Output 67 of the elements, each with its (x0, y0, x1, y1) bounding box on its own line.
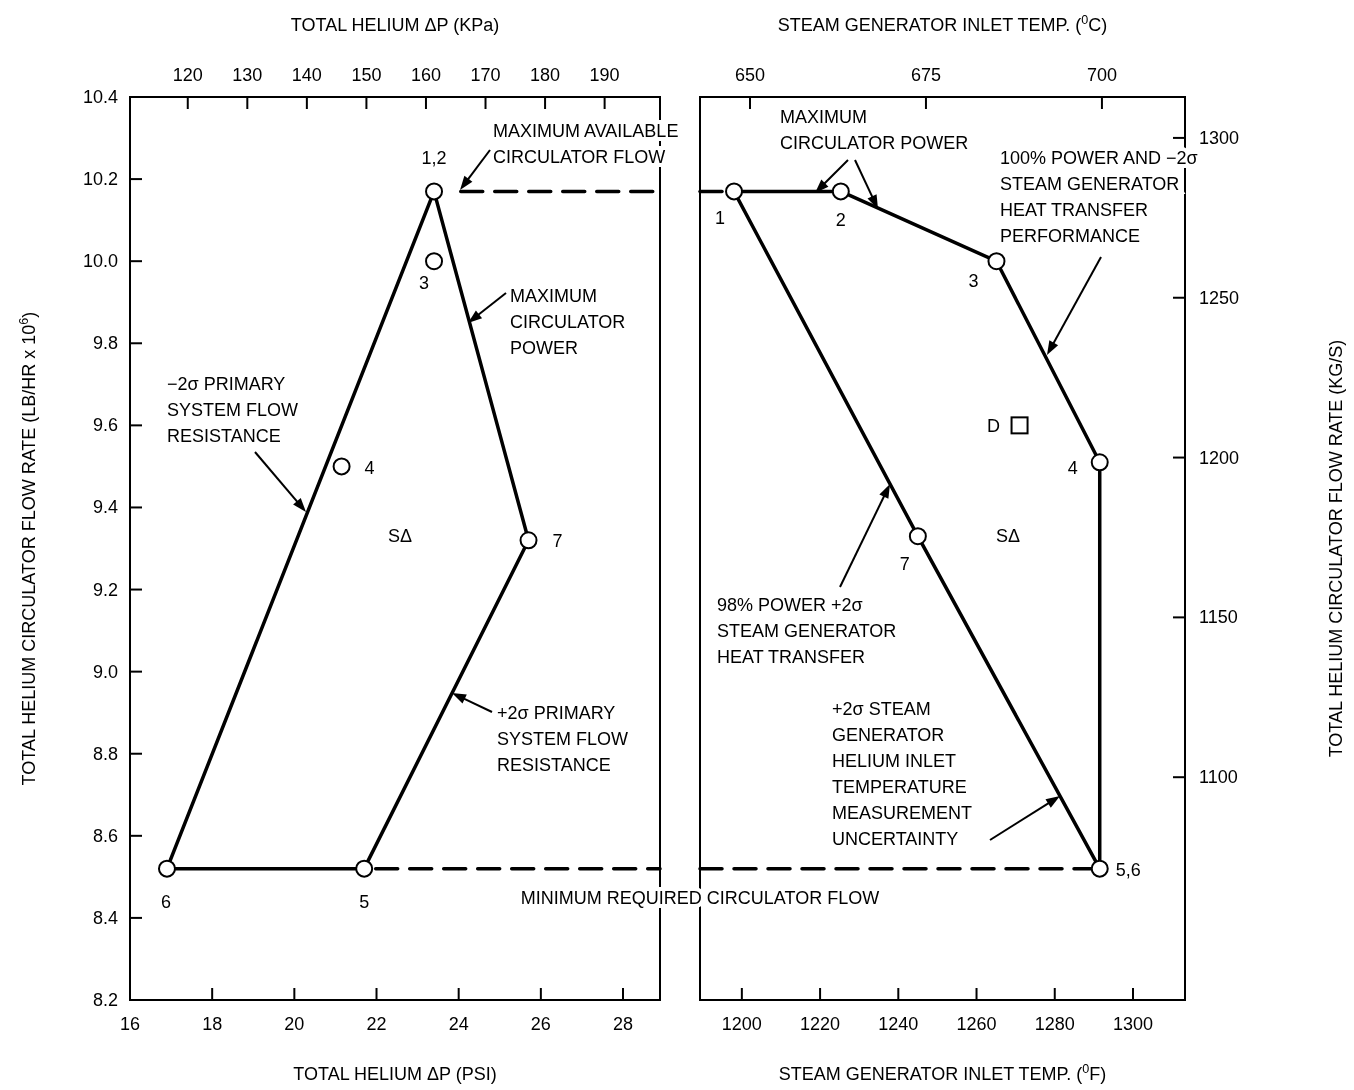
annotation: MAXIMUM CIRCULATOR POWER (510, 286, 626, 358)
y-tick-label: 8.6 (92, 825, 118, 846)
y-tick-label: 9.8 (92, 333, 118, 354)
annotation: +2σ STEAM GENERATOR HELIUM INLET TEMPERATURE MEASUREMENT UNCERTAINTY (832, 699, 973, 849)
y-tick-label: 10.2 (82, 169, 118, 190)
x2-tick-label: 150 (351, 65, 382, 85)
annotation: MAXIMUM CIRCULATOR POWER (780, 107, 969, 153)
x2-tick-label: 130 (232, 65, 263, 85)
y2-tick-label: 1100 (1199, 767, 1238, 788)
x-tick-label: 18 (202, 1014, 223, 1034)
y2-tick-label: 1250 (1199, 287, 1240, 308)
x2-tick-label: 700 (1086, 65, 1117, 85)
x2-tick-label: 120 (172, 65, 203, 85)
annotation: −2σ PRIMARY SYSTEM FLOW RESISTANCE (167, 374, 299, 446)
x-tick-label: 28 (613, 1014, 634, 1034)
annotation: 5,6 (1115, 859, 1141, 880)
annotation: 4 (364, 458, 375, 479)
annotation: 7 (552, 531, 563, 552)
annotation: SΔ (387, 526, 413, 546)
x-tick-label: 1260 (956, 1014, 997, 1034)
x-tick-label: 20 (284, 1014, 305, 1034)
x2-tick-label: 190 (589, 65, 620, 85)
x2-tick-label: 675 (910, 65, 941, 85)
x-axis-title: TOTAL HELIUM ΔP (PSI) (293, 1064, 497, 1084)
y-tick-label: 9.0 (92, 661, 118, 682)
y-tick-label: 8.8 (92, 743, 118, 764)
annotation: +2σ PRIMARY SYSTEM FLOW RESISTANCE (497, 703, 629, 775)
y2-tick-label: 1200 (1199, 447, 1240, 468)
x2-tick-label: 180 (530, 65, 561, 85)
annotation: SΔ (995, 526, 1021, 546)
x2-axis-title: STEAM GENERATOR INLET TEMP. ($^{0}$C) (777, 13, 1108, 35)
y-tick-label: 9.4 (92, 497, 118, 518)
annotation: 3 (968, 271, 979, 292)
x-tick-label: 24 (448, 1014, 469, 1034)
y-tick-label: 10.0 (82, 251, 118, 272)
x2-tick-label: 650 (734, 65, 765, 85)
annotation: 3 (419, 273, 430, 294)
x2-axis-title: TOTAL HELIUM ΔP (KPa) (290, 15, 500, 35)
y-tick-label: 8.4 (92, 907, 118, 928)
y2-tick-label: 1150 (1199, 607, 1238, 628)
annotation: 98% POWER +2σ STEAM GENERATOR HEAT TRANSFER (717, 595, 897, 667)
annotation: D (987, 416, 1001, 437)
annotation: 1 (715, 208, 726, 229)
y2-axis-title: TOTAL HELIUM CIRCULATOR FLOW RATE (KG/S) (1326, 339, 1346, 758)
x2-tick-label: 160 (410, 65, 441, 85)
x-tick-label: 1240 (878, 1014, 919, 1034)
x-tick-label: 1280 (1034, 1014, 1075, 1034)
x2-tick-label: 170 (470, 65, 501, 85)
annotation: 6 (160, 891, 171, 912)
y-tick-label: 10.4 (82, 87, 118, 107)
x-tick-label: 16 (119, 1014, 141, 1034)
annotation: 7 (899, 554, 910, 575)
x-tick-label: 1200 (721, 1014, 762, 1034)
x-axis-title: STEAM GENERATOR INLET TEMP. ($^{0}$F) (778, 1062, 1107, 1084)
x-tick-label: 22 (366, 1014, 387, 1034)
y2-tick-label: 1300 (1199, 127, 1240, 148)
y-tick-label: 9.6 (92, 415, 118, 436)
x2-tick-label: 140 (291, 65, 322, 85)
x-tick-label: 1220 (800, 1014, 841, 1034)
annotation: 1,2 (421, 148, 447, 169)
annotation: 2 (835, 210, 846, 231)
x-tick-label: 26 (530, 1014, 551, 1034)
y-tick-label: 8.2 (92, 990, 118, 1010)
annotation: 4 (1067, 458, 1078, 479)
annotation: 5 (359, 891, 370, 912)
y-tick-label: 9.2 (92, 579, 118, 600)
x-tick-label: 1300 (1112, 1014, 1153, 1034)
